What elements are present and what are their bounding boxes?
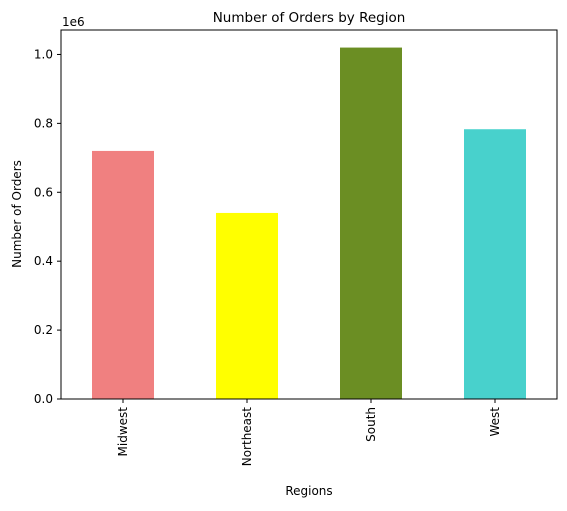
y-tick-label: 1.0 <box>34 47 53 61</box>
y-tick-label: 0.4 <box>34 254 53 268</box>
bars-layer <box>92 47 526 399</box>
y-axis-label: Number of Orders <box>10 160 24 268</box>
x-tick-label: South <box>364 407 378 442</box>
bar-south <box>340 47 402 399</box>
x-tick-label: West <box>488 407 502 437</box>
y-tick-label: 0.8 <box>34 116 53 130</box>
bar-west <box>464 129 526 399</box>
x-axis-ticks: Midwest Northeast South West <box>116 399 502 466</box>
x-tick-label: Midwest <box>116 407 130 457</box>
y-scale-multiplier: 1e6 <box>62 15 85 29</box>
bar-midwest <box>92 150 154 399</box>
x-axis-label: Regions <box>285 484 332 498</box>
plot-frame <box>60 29 558 400</box>
bar-northeast <box>216 212 278 399</box>
y-tick-label: 0.0 <box>34 392 53 406</box>
y-tick-label: 0.6 <box>34 185 53 199</box>
y-tick-label: 0.2 <box>34 323 53 337</box>
chart-title: Number of Orders by Region <box>213 10 406 26</box>
y-axis-ticks: 0.0 0.2 0.4 0.6 0.8 1.0 <box>34 47 61 406</box>
x-tick-label: Northeast <box>240 407 254 467</box>
